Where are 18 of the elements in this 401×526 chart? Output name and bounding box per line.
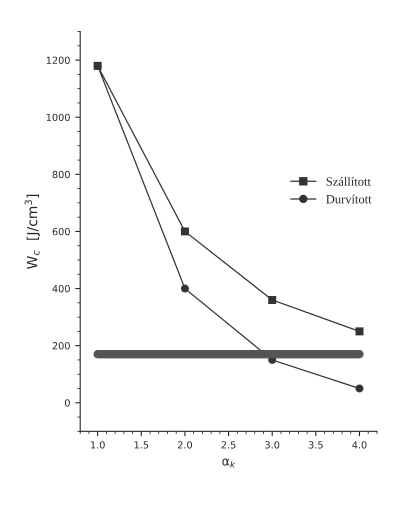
y-tick-label: 1200 xyxy=(46,56,70,64)
y-tick-label: 0 xyxy=(64,399,70,407)
x-tick-label: 1.5 xyxy=(134,441,148,449)
x-tick-label: 2.0 xyxy=(178,441,192,449)
y-tick-label: 600 xyxy=(52,228,70,236)
y-axis-title: W$_{c}$ [J/cm$^{3}$] xyxy=(24,194,40,269)
legend-label: Szállított xyxy=(326,176,371,186)
y-tick-label: 200 xyxy=(52,342,70,350)
x-tick-label: 3.0 xyxy=(265,441,280,449)
x-tick-label: 3.5 xyxy=(308,441,323,449)
x-tick-label: 1.0 xyxy=(90,441,105,449)
y-tick-label: 800 xyxy=(52,170,70,178)
y-tick-label: 400 xyxy=(52,285,70,292)
x-tick-label: 2.5 xyxy=(222,441,236,449)
x-axis-title: α$_{k}$ xyxy=(222,458,236,468)
y-tick-label: 1000 xyxy=(46,114,70,122)
legend-label: Durvított xyxy=(326,194,372,204)
x-tick-label: 4.0 xyxy=(352,441,367,449)
